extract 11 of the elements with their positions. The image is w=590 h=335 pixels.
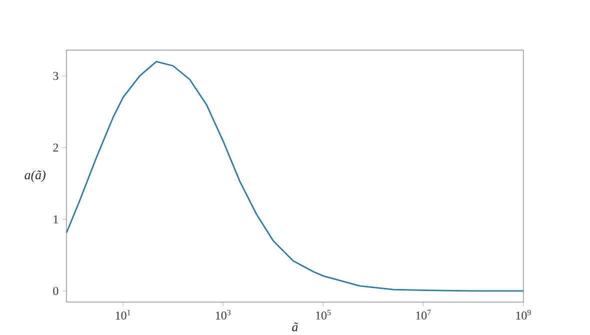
y-tick-label: 3 <box>53 72 58 80</box>
y-axis-title: a(ã) <box>24 170 46 182</box>
y-tick-label: 0 <box>53 287 58 296</box>
x-axis-title: ã <box>292 322 298 332</box>
x-tick-label: 10$^{7}$ <box>416 310 431 320</box>
x-tick-label: 10$^{1}$ <box>116 310 130 320</box>
y-tick-label: 1 <box>54 216 58 224</box>
x-tick-label: 10$^{3}$ <box>216 310 231 320</box>
y-tick-label: 2 <box>53 144 58 152</box>
x-tick-label: 10$^{5}$ <box>316 310 331 320</box>
x-tick-label: 10$^{9}$ <box>516 310 531 320</box>
